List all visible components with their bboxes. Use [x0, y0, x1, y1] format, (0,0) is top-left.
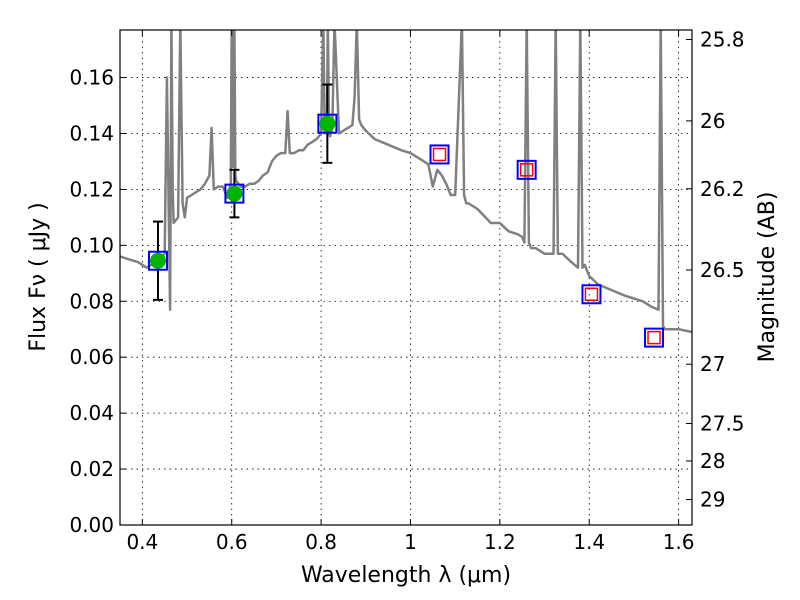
x-tick-label: 1	[404, 530, 417, 554]
marker-layer	[147, 83, 665, 348]
y-tick-label: 0.12	[69, 177, 114, 201]
observed-point	[319, 115, 336, 132]
ticks: 0.4 0.6 0.8 1 1.2 1.4 1.6 0.00 0.02 0.04 0.06 0.08 0…	[69, 28, 744, 554]
model-square-marker	[644, 327, 665, 348]
y-tick-label: 0.02	[69, 457, 114, 481]
predicted-square-marker	[647, 330, 661, 345]
y-tick-label: 0.14	[69, 121, 114, 145]
plot-background	[120, 30, 692, 525]
model-square-marker	[429, 144, 450, 165]
y-tick-label: 0.10	[69, 233, 114, 257]
y2-tick-label: 26	[700, 109, 725, 133]
y-axis-title: Flux Fν ( μJy )	[26, 202, 51, 351]
model-square-marker	[516, 159, 537, 180]
model-square-marker	[147, 250, 168, 271]
y-tick-label: 0.00	[69, 513, 114, 537]
model-square-marker	[224, 183, 245, 204]
x-tick-label: 0.8	[305, 530, 337, 554]
y-tick-label: 0.08	[69, 289, 114, 313]
x-tick-label: 1.2	[484, 530, 516, 554]
y2-tick-label: 27.5	[700, 411, 745, 435]
x-tick-label: 0.6	[216, 530, 248, 554]
x-tick-label: 1.6	[663, 530, 695, 554]
x-tick-label: 0.4	[126, 530, 158, 554]
y-tick-label: 0.16	[69, 66, 114, 90]
y2-tick-label: 28	[700, 449, 725, 473]
y2-axis-title: Magnitude (AB)	[755, 192, 780, 363]
y2-tick-label: 25.8	[700, 28, 745, 52]
plot-frame	[119, 29, 693, 526]
model-square-marker	[317, 113, 338, 134]
predicted-square-marker	[432, 147, 447, 162]
y2-tick-label: 27	[700, 352, 725, 376]
predicted-square-marker	[584, 287, 599, 302]
observed-point	[149, 252, 166, 269]
predicted-square-marker	[519, 163, 534, 177]
y2-tick-label: 26.5	[700, 258, 745, 282]
y-tick-label: 0.06	[69, 345, 114, 369]
model-square-marker	[581, 284, 602, 305]
x-axis-title: Wavelength λ (μm)	[301, 563, 511, 588]
x-tick-label: 1.4	[573, 530, 605, 554]
y2-tick-label: 26.2	[700, 177, 745, 201]
observed-point	[226, 185, 243, 202]
y2-tick-label: 29	[700, 488, 725, 512]
y-tick-label: 0.04	[69, 401, 114, 425]
